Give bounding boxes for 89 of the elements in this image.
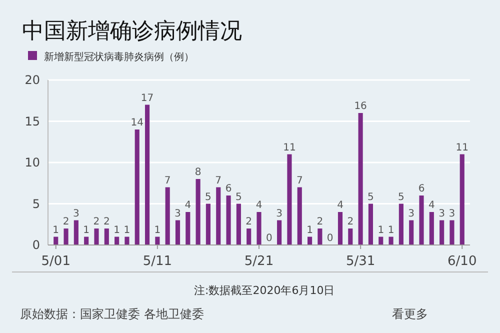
bar [409, 220, 414, 245]
data-label: 1 [388, 224, 394, 236]
bar [348, 228, 353, 245]
bar [74, 220, 78, 245]
y-tick-label: 15 [24, 114, 40, 128]
data-label: 14 [130, 118, 144, 128]
data-label: 2 [103, 216, 110, 228]
bar [440, 220, 444, 245]
data-label: 4 [337, 200, 344, 211]
data-label: 1 [124, 224, 130, 236]
data-label: 7 [296, 175, 303, 186]
data-label: 1 [83, 224, 90, 236]
data-label: 5 [398, 192, 404, 203]
bar [398, 204, 404, 245]
data-label: 5 [236, 192, 242, 203]
bar [94, 228, 99, 245]
y-tick-label: 10 [24, 156, 40, 170]
bar [277, 220, 282, 245]
data-label: 6 [418, 184, 425, 194]
bar [318, 228, 322, 245]
data-label: 3 [438, 208, 446, 220]
bar [64, 228, 68, 245]
bar [256, 212, 262, 245]
x-tick-label: 5/21 [244, 254, 274, 269]
data-label: 1 [378, 224, 384, 236]
bar [388, 236, 394, 245]
bar [226, 196, 231, 245]
bar [104, 228, 109, 245]
data-label: 4 [256, 200, 262, 211]
bar [429, 212, 434, 245]
data-label: 2 [347, 216, 354, 228]
data-label: 7 [164, 175, 171, 186]
x-tick-label: 5/11 [142, 254, 172, 269]
bar [297, 187, 302, 245]
data-label: 3 [174, 208, 181, 220]
data-label: 3 [408, 208, 415, 220]
data-label: 1 [154, 224, 161, 236]
data-label: 1 [52, 224, 60, 236]
bar [144, 104, 150, 245]
data-label: 3 [72, 208, 80, 220]
bar [216, 187, 221, 245]
data-label: 0 [326, 233, 334, 244]
bar [206, 204, 211, 245]
bar [338, 212, 343, 245]
text: 注:数据截至2020年6月10日 [194, 284, 335, 297]
data-label: 2 [62, 216, 70, 228]
data-label: 2 [93, 216, 100, 228]
bar [175, 220, 180, 245]
bar [460, 154, 464, 245]
chart-title: 中国新增确诊病例情况 [22, 19, 242, 44]
data-label: 2 [316, 216, 324, 228]
text: 看更多 [392, 307, 428, 321]
bar [186, 212, 190, 245]
text: 原始数据：国家卫健委 各地卫健委 [20, 307, 204, 321]
legend-label: 新增新型冠状病毒肺炎病例（例） [44, 51, 194, 63]
bar [124, 236, 130, 245]
data-label: 5 [368, 192, 374, 203]
data-label: 4 [428, 200, 435, 211]
y-tick-label: 5 [32, 196, 40, 211]
data-label: 5 [205, 192, 212, 203]
y-tick-label: 20 [24, 73, 40, 87]
bar [196, 179, 200, 245]
data-label: 16 [354, 101, 367, 112]
data-label: 11 [456, 142, 468, 154]
bar [287, 154, 292, 245]
data-label: 2 [246, 216, 252, 228]
data-label: 1 [306, 224, 313, 236]
data-label: 4 [184, 200, 192, 211]
data-label: 11 [283, 142, 296, 154]
x-tick-label: 6/10 [448, 254, 477, 269]
data-label: 7 [215, 175, 222, 186]
bar [246, 228, 252, 245]
data-label: 17 [140, 92, 154, 104]
x-tick-label: 5/31 [346, 254, 376, 269]
data-label: 3 [276, 208, 282, 220]
bar [450, 220, 454, 245]
data-label: 8 [194, 167, 202, 178]
bar [419, 196, 424, 245]
x-tick-label: 5/01 [41, 254, 70, 269]
bar [134, 130, 140, 245]
bar [368, 204, 374, 245]
data-label: 1 [114, 224, 120, 236]
bar [165, 187, 170, 245]
data-label: 6 [225, 184, 232, 194]
bar [236, 204, 241, 245]
bar [358, 113, 363, 245]
data-label: 3 [448, 208, 456, 220]
data-label: 0 [266, 233, 272, 244]
y-tick-label: 0 [32, 238, 40, 252]
